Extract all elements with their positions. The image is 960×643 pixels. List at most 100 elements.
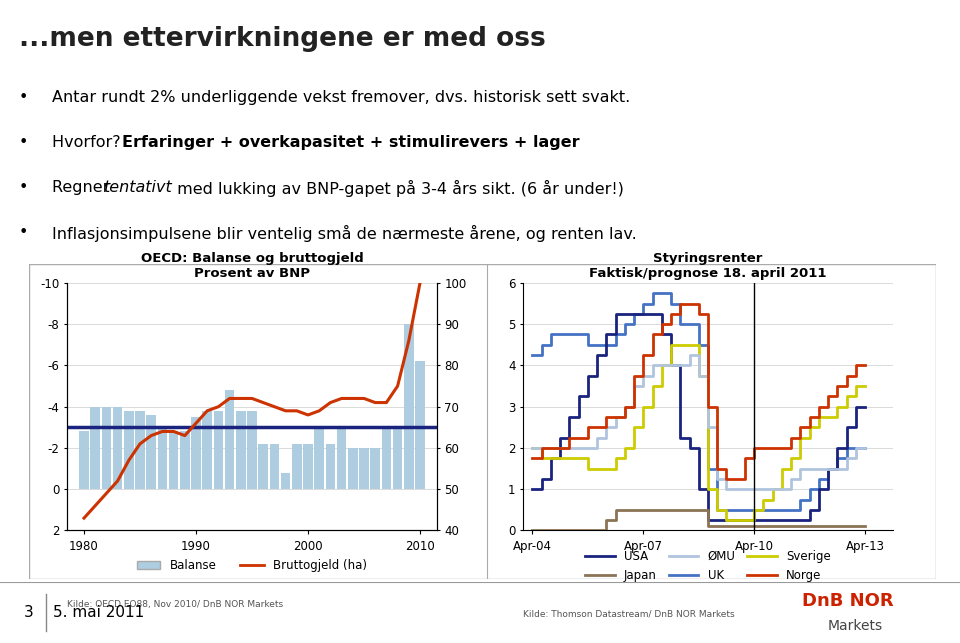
ØMU — [527, 444, 539, 452]
Text: Hvorfor?: Hvorfor? — [52, 135, 126, 150]
Norge — [721, 475, 732, 483]
USA — [693, 485, 705, 493]
UK — [749, 506, 760, 514]
USA — [711, 516, 723, 524]
Japan — [591, 527, 603, 534]
UK — [776, 506, 787, 514]
Bar — [147, 415, 156, 489]
Text: tentativt: tentativt — [104, 180, 172, 195]
Bar — [113, 407, 122, 489]
ØMU — [647, 361, 659, 369]
Sverige — [582, 465, 593, 473]
Norge — [693, 310, 705, 318]
UK — [545, 331, 557, 338]
Title: Styringsrenter
Faktisk/prognose 18. april 2011: Styringsrenter Faktisk/prognose 18. apri… — [589, 252, 827, 280]
Japan — [841, 523, 852, 530]
Norge — [564, 434, 575, 442]
Japan — [776, 523, 787, 530]
Bar — [359, 448, 369, 489]
ØMU — [545, 444, 557, 452]
UK — [601, 341, 612, 349]
Japan — [656, 506, 667, 514]
UK — [564, 331, 575, 338]
Sverige — [841, 392, 852, 400]
Text: •: • — [19, 135, 28, 150]
Norge — [850, 361, 861, 369]
ØMU — [804, 465, 815, 473]
Sverige — [527, 444, 539, 452]
Text: Inflasjonsimpulsene blir ventelig små de nærmeste årene, og renten lav.: Inflasjonsimpulsene blir ventelig små de… — [52, 225, 636, 242]
Sverige — [693, 372, 705, 379]
Norge — [684, 300, 695, 307]
USA — [656, 331, 667, 338]
Japan — [582, 527, 593, 534]
Line: Sverige: Sverige — [533, 345, 865, 520]
USA — [637, 310, 649, 318]
ØMU — [554, 444, 565, 452]
USA — [675, 434, 686, 442]
USA — [564, 413, 575, 421]
Norge — [859, 361, 871, 369]
Bar — [325, 444, 335, 489]
UK — [693, 341, 705, 349]
Norge — [702, 403, 713, 411]
UK — [665, 300, 677, 307]
Sverige — [536, 455, 547, 462]
Bar — [124, 411, 133, 489]
ØMU — [749, 485, 760, 493]
Text: Regner: Regner — [52, 180, 114, 195]
UK — [610, 331, 621, 338]
ØMU — [859, 444, 871, 452]
ØMU — [684, 351, 695, 359]
Japan — [831, 523, 843, 530]
UK — [757, 506, 769, 514]
Text: Markets: Markets — [828, 619, 882, 633]
UK — [767, 506, 779, 514]
UK — [702, 465, 713, 473]
ØMU — [831, 465, 843, 473]
USA — [757, 516, 769, 524]
Sverige — [804, 424, 815, 431]
Sverige — [665, 341, 677, 349]
Line: Japan: Japan — [533, 510, 865, 530]
Bar — [191, 417, 201, 489]
UK — [536, 341, 547, 349]
Norge — [776, 444, 787, 452]
Sverige — [767, 485, 779, 493]
Sverige — [702, 485, 713, 493]
Bar — [203, 411, 212, 489]
Sverige — [564, 455, 575, 462]
Line: Norge: Norge — [533, 303, 865, 479]
Bar — [337, 428, 347, 489]
ØMU — [702, 424, 713, 431]
USA — [739, 516, 751, 524]
Japan — [813, 523, 825, 530]
UK — [573, 331, 585, 338]
Norge — [545, 444, 557, 452]
Text: ...men ettervirkningene er med oss: ...men ettervirkningene er med oss — [19, 26, 545, 51]
Sverige — [684, 341, 695, 349]
Text: Erfaringer + overkapasitet + stimulirevers + lager: Erfaringer + overkapasitet + stimulireve… — [122, 135, 580, 150]
Bar — [292, 444, 301, 489]
Norge — [749, 444, 760, 452]
Bar — [135, 411, 145, 489]
Japan — [823, 523, 834, 530]
Text: •: • — [19, 225, 28, 240]
Norge — [823, 392, 834, 400]
UK — [711, 506, 723, 514]
Bar — [236, 411, 246, 489]
USA — [850, 403, 861, 411]
Sverige — [795, 434, 806, 442]
UK — [795, 496, 806, 503]
Japan — [785, 523, 797, 530]
Sverige — [591, 465, 603, 473]
UK — [785, 506, 797, 514]
USA — [554, 434, 565, 442]
USA — [776, 516, 787, 524]
ØMU — [693, 372, 705, 379]
Sverige — [637, 403, 649, 411]
UK — [647, 289, 659, 297]
ØMU — [573, 444, 585, 452]
ØMU — [591, 434, 603, 442]
UK — [841, 444, 852, 452]
